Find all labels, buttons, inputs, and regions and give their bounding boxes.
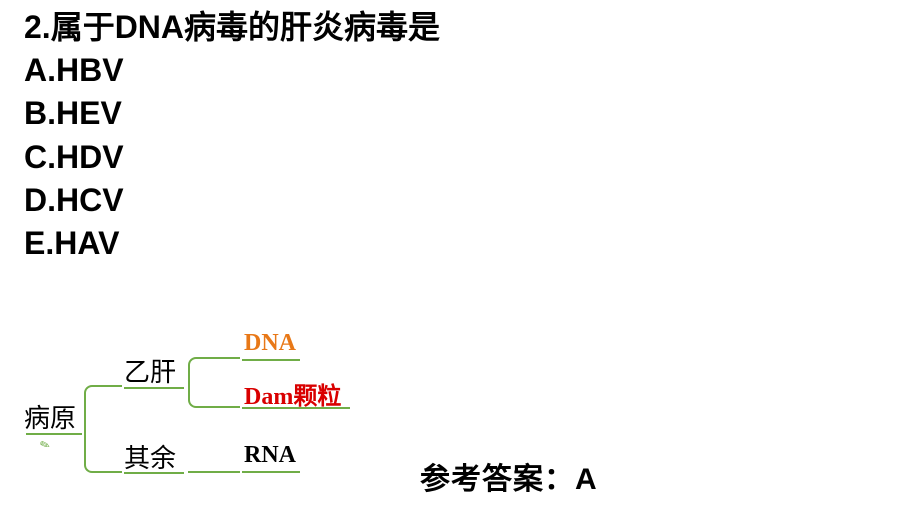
diagram-branch-2-underline xyxy=(124,472,184,474)
diagram-leaf-rna-underline xyxy=(242,471,300,473)
diagram-branch-1-label: 乙肝 xyxy=(124,352,176,389)
option-a: A.HBV xyxy=(24,49,440,92)
diagram-leaf-dam-cjk: 颗粒 xyxy=(293,383,341,410)
option-d: D.HCV xyxy=(24,179,440,222)
diagram-leaf-dam-underline xyxy=(242,407,350,409)
reference-answer: 参考答案：A xyxy=(420,454,598,498)
pencil-icon: ✎ xyxy=(38,437,52,454)
question-title: 2.属于DNA病毒的肝炎病毒是 xyxy=(24,6,440,49)
diagram-root-label: 病原 xyxy=(24,398,76,435)
option-c: C.HDV xyxy=(24,136,440,179)
diagram-leaf-rna: RNA xyxy=(244,442,296,469)
slide: 2.属于DNA病毒的肝炎病毒是 A.HBV B.HEV C.HDV D.HCV … xyxy=(0,0,920,517)
question-block: 2.属于DNA病毒的肝炎病毒是 A.HBV B.HEV C.HDV D.HCV … xyxy=(24,6,440,265)
diagram-line-to-rna xyxy=(188,471,240,473)
option-b: B.HEV xyxy=(24,92,440,135)
mindmap-diagram: 病原 ✎ 乙肝 其余 DNA Dam颗粒 RNA xyxy=(24,330,444,490)
option-e: E.HAV xyxy=(24,222,440,265)
diagram-root-underline xyxy=(26,433,82,435)
diagram-bracket-outer xyxy=(84,385,122,473)
diagram-branch-2-label: 其余 xyxy=(124,438,176,475)
diagram-bracket-inner xyxy=(188,357,240,408)
diagram-leaf-dna: DNA xyxy=(244,330,296,357)
diagram-branch-1-underline xyxy=(124,387,184,389)
diagram-leaf-dna-underline xyxy=(242,359,300,361)
diagram-leaf-dam: Dam颗粒 xyxy=(244,376,341,411)
